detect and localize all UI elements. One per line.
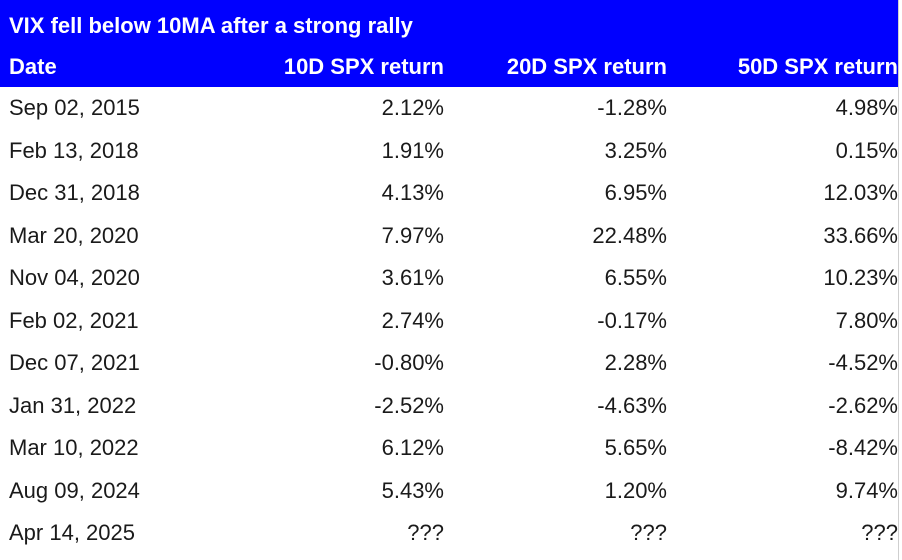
20d-return-cell: 6.55% [604, 265, 667, 291]
50d-return-cell: -8.42% [828, 435, 898, 461]
table-row: Apr 14, 2025????????? [0, 512, 898, 555]
table-row: Nov 04, 2020 3.61% 6.55% 10.23% [0, 257, 898, 300]
table-row: Mar 10, 2022 6.12% 5.65% -8.42% [0, 427, 898, 470]
date-cell: Aug 09, 2024 [9, 477, 140, 503]
10d-return-cell: 4.13% [381, 180, 444, 206]
table-body: Sep 02, 2015 2.12% -1.28% 4.98% Feb 13, 2018… [0, 87, 898, 555]
date-cell: Dec 31, 2018 [9, 180, 140, 206]
returns-table: Date 10D SPX return 20D SPX return 50D S… [0, 47, 898, 555]
20d-return-cell: 3.25% [604, 137, 667, 163]
column-header-date: Date [9, 54, 57, 79]
20d-return-cell: -0.17% [597, 307, 667, 333]
date-cell: Feb 13, 2018 [9, 137, 139, 163]
date-cell: Mar 10, 2022 [9, 435, 139, 461]
table-row: Sep 02, 2015 2.12% -1.28% 4.98% [0, 87, 898, 130]
table-header-row: Date 10D SPX return 20D SPX return 50D S… [0, 47, 898, 87]
20d-return-cell: ??? [630, 520, 667, 546]
date-cell: Sep 02, 2015 [9, 95, 140, 121]
50d-return-cell: 7.80% [835, 307, 898, 333]
table-row: Jan 31, 2022 -2.52% -4.63% -2.62% [0, 385, 898, 428]
20d-return-cell: 5.65% [604, 435, 667, 461]
10d-return-cell: 7.97% [381, 222, 444, 248]
50d-return-cell: 10.23% [823, 265, 898, 291]
50d-return-cell: 12.03% [823, 180, 898, 206]
column-header-20d-return: 20D SPX return [506, 54, 667, 79]
date-cell: Feb 02, 2021 [9, 307, 139, 333]
table-row: Feb 13, 2018 1.91% 3.25% 0.15% [0, 130, 898, 173]
table-row: Dec 31, 2018 4.13% 6.95% 12.03% [0, 172, 898, 215]
20d-return-cell: -4.63% [597, 392, 667, 418]
20d-return-cell: 22.48% [592, 222, 667, 248]
50d-return-cell: 9.74% [835, 477, 898, 503]
50d-return-cell: 33.66% [823, 222, 898, 248]
table-title: VIX fell below 10MA after a strong rally [9, 13, 413, 38]
table-row: Aug 09, 2024 5.43% 1.20% 9.74% [0, 470, 898, 513]
20d-return-cell: 1.20% [604, 477, 667, 503]
50d-return-cell: -4.52% [828, 350, 898, 376]
date-cell: Dec 07, 2021 [9, 350, 140, 376]
50d-return-cell: ??? [861, 520, 898, 546]
50d-return-cell: 4.98% [835, 95, 898, 121]
column-header-10d-return: 10D SPX return [283, 54, 444, 79]
20d-return-cell: 6.95% [604, 180, 667, 206]
10d-return-cell: 5.43% [381, 477, 444, 503]
table-header-background [0, 0, 898, 87]
column-header-50d-return: 50D SPX return [737, 54, 898, 79]
50d-return-cell: -2.62% [828, 392, 898, 418]
10d-return-cell: 2.12% [381, 95, 444, 121]
10d-return-cell: 6.12% [381, 435, 444, 461]
10d-return-cell: ??? [407, 520, 444, 546]
20d-return-cell: -1.28% [597, 95, 667, 121]
table-row: Feb 02, 2021 2.74% -0.17% 7.80% [0, 300, 898, 343]
10d-return-cell: 1.91% [381, 137, 444, 163]
10d-return-cell: 3.61% [381, 265, 444, 291]
date-cell: Apr 14, 2025 [9, 520, 135, 546]
table-row: Mar 20, 2020 7.97% 22.48% 33.66% [0, 215, 898, 258]
date-cell: Jan 31, 2022 [9, 392, 137, 418]
10d-return-cell: -2.52% [374, 392, 444, 418]
10d-return-cell: -0.80% [374, 350, 444, 376]
50d-return-cell: 0.15% [835, 137, 898, 163]
date-cell: Mar 20, 2020 [9, 222, 139, 248]
10d-return-cell: 2.74% [381, 307, 444, 333]
20d-return-cell: 2.28% [604, 350, 667, 376]
right-border-line [898, 0, 899, 560]
table-row: Dec 07, 2021 -0.80% 2.28% -4.52% [0, 342, 898, 385]
date-cell: Nov 04, 2020 [9, 265, 140, 291]
